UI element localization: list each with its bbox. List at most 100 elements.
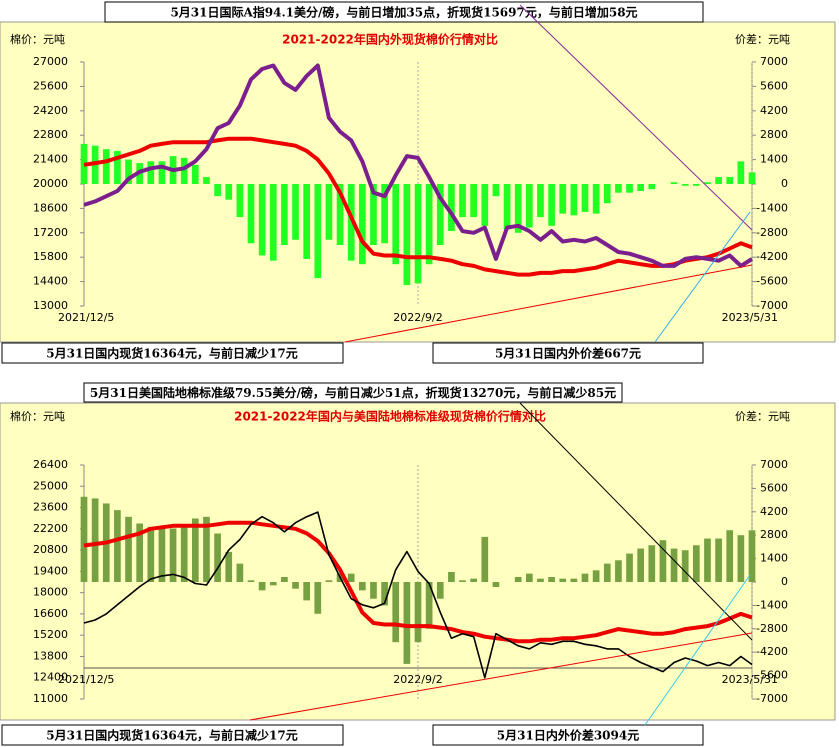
spread-bar: [537, 578, 544, 582]
spread-bar: [347, 184, 355, 261]
spread-bar: [158, 528, 166, 582]
x-tick-label: 2023/5/31: [722, 673, 778, 686]
spread-bar: [559, 578, 567, 582]
spread-bar: [615, 184, 622, 193]
spread-bar: [191, 164, 199, 184]
y2-tick-label: -4200: [756, 250, 788, 263]
spread-bar: [325, 580, 333, 582]
y-tick-label: 23600: [33, 501, 68, 514]
spread-bar: [581, 184, 589, 212]
spread-bar: [214, 184, 221, 197]
spread-bar: [548, 184, 555, 226]
y-tick-label: 20000: [33, 177, 68, 190]
y2-tick-label: -1400: [756, 201, 788, 214]
y-tick-label: 13000: [33, 299, 68, 312]
spread-bar: [704, 538, 711, 582]
spread-bar: [670, 548, 678, 582]
annotation-line: [249, 632, 753, 721]
spread-bar: [436, 184, 444, 245]
y-tick-label: 18000: [33, 586, 68, 599]
y2-tick-label: -7000: [756, 299, 788, 312]
spread-bar: [269, 184, 277, 261]
spread-bar: [281, 184, 288, 245]
x-tick-label: 2022/9/2: [393, 311, 442, 324]
spread-bar: [191, 518, 199, 582]
spread-bar: [715, 177, 722, 184]
y2-tick-label: -7000: [756, 692, 788, 705]
spread-bar: [147, 161, 155, 184]
y-tick-label: 13800: [33, 649, 68, 662]
y-tick-label: 24200: [33, 104, 68, 117]
spread-bar: [681, 184, 689, 186]
spread-bar: [325, 184, 333, 240]
spread-bar: [180, 157, 188, 184]
spread-bar: [425, 582, 433, 629]
spread-bar: [581, 573, 589, 582]
y-tick-label: 22800: [33, 128, 68, 141]
y2-tick-label: 2800: [760, 528, 788, 541]
spread-bar: [670, 182, 678, 184]
y2-tick-label: 5600: [760, 481, 788, 494]
y2-tick-label: -5600: [756, 275, 788, 288]
spread-bar: [637, 184, 645, 191]
y-tick-label: 12400: [33, 671, 68, 684]
spread-bar: [292, 582, 299, 589]
y-tick-label: 11000: [33, 692, 68, 705]
footer-box: [432, 342, 704, 364]
right-axis-label: 价差：元吨: [735, 409, 790, 423]
spread-bar: [492, 184, 500, 197]
spread-bar: [114, 150, 121, 184]
right-axis-label: 价差：元吨: [735, 32, 790, 46]
spread-bar: [514, 184, 522, 233]
spread-bar: [269, 582, 277, 586]
y-tick-label: 19400: [33, 564, 68, 577]
spread-bar: [225, 551, 233, 582]
spread-bar: [503, 184, 511, 230]
y2-tick-label: 0: [781, 177, 788, 190]
spread-bar: [336, 184, 344, 245]
spread-bar: [603, 563, 611, 582]
spread-bar: [748, 172, 756, 184]
spread-bar: [737, 535, 745, 582]
y2-tick-label: 7000: [760, 55, 788, 68]
spread-bar: [80, 496, 88, 582]
y-tick-label: 18600: [33, 201, 68, 214]
footer-left: 5月31日国内现货16364元，与前日减少17元: [46, 346, 298, 361]
spread-bar: [358, 582, 366, 591]
spread-bar: [592, 570, 600, 582]
spread-bar: [436, 582, 444, 599]
annotation-line: [519, 402, 753, 641]
annotation-line: [644, 574, 751, 726]
spread-bar: [125, 516, 132, 582]
spread-bar: [448, 571, 455, 582]
spread-bar: [748, 530, 756, 582]
spread-bar: [381, 184, 388, 244]
y-tick-label: 25000: [33, 479, 68, 492]
y2-tick-label: 7000: [760, 458, 788, 471]
y-tick-label: 15200: [33, 628, 68, 641]
spread-bar: [147, 526, 155, 582]
y-tick-label: 20800: [33, 543, 68, 556]
chart-title: 2021-2022年国内与美国陆地棉标准级现货棉价行情对比: [234, 409, 546, 424]
spread-bar: [169, 528, 177, 582]
spread-bar: [370, 582, 377, 599]
spread-bar: [203, 177, 210, 184]
y2-tick-label: 5600: [760, 79, 788, 92]
footer-left: 5月31日国内现货16364元，与前日减少17元: [46, 728, 298, 743]
spread-bar: [548, 576, 555, 582]
spread-bar: [615, 560, 622, 582]
spread-bar: [381, 582, 388, 606]
x-tick-label: 2021/12/5: [58, 311, 114, 324]
spread-bar: [514, 576, 522, 582]
spread-bar: [692, 545, 700, 582]
spread-bar: [570, 578, 578, 582]
spread-bar: [114, 510, 121, 582]
spread-bar: [303, 582, 311, 601]
spread-bar: [459, 580, 466, 582]
spread-bar: [292, 184, 299, 240]
y2-tick-label: 1400: [760, 552, 788, 565]
price-line: [83, 511, 753, 679]
spread-bar: [492, 582, 500, 588]
spread-bar: [403, 184, 411, 286]
spread-bar: [726, 530, 734, 582]
